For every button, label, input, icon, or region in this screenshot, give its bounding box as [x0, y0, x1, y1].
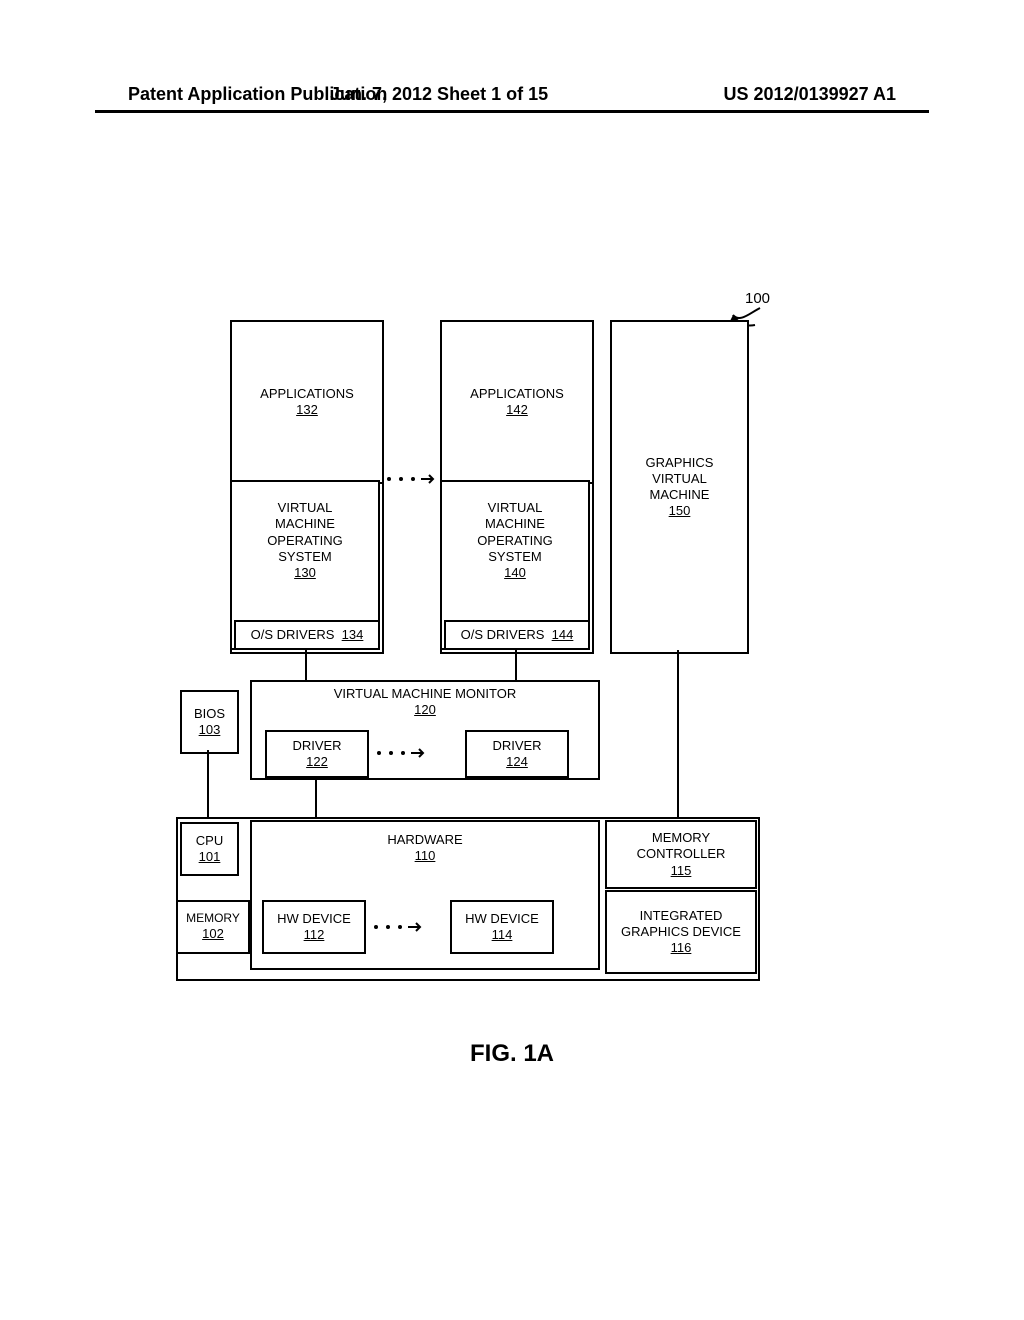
driver-left-label: DRIVER: [292, 738, 341, 754]
figure-caption: FIG. 1A: [0, 1040, 1024, 1068]
diagram: APPLICATIONS 132 VIRTUAL MACHINE OPERATI…: [190, 320, 760, 1000]
driver-left-ref: 122: [306, 754, 328, 770]
gvm-line3: MACHINE: [650, 487, 710, 503]
vm-os-right-ref: 140: [442, 565, 588, 581]
driver-box-left: DRIVER 122: [265, 730, 369, 778]
igd-line2: GRAPHICS DEVICE: [621, 924, 741, 940]
igd-ref: 116: [671, 940, 692, 956]
driver-right-ref: 124: [506, 754, 528, 770]
memory-box: MEMORY 102: [176, 900, 250, 954]
bios-label: BIOS: [194, 706, 225, 722]
graphics-vm-box: GRAPHICS VIRTUAL MACHINE 150: [610, 320, 749, 654]
driver-right-label: DRIVER: [492, 738, 541, 754]
connector-gvm-hw: [677, 650, 679, 820]
hardware-label: HARDWARE: [252, 832, 598, 848]
cpu-label: CPU: [196, 833, 223, 849]
os-drivers-box-right: O/S DRIVERS 144: [444, 620, 590, 650]
hardware-ref: 110: [252, 848, 598, 864]
ellipsis-arrow-icon-drivers: [375, 746, 425, 762]
gvm-ref: 150: [669, 503, 691, 519]
gvm-line2: VIRTUAL: [652, 471, 707, 487]
driver-box-right: DRIVER 124: [465, 730, 569, 778]
memory-ref: 102: [202, 926, 224, 942]
hw-device-box-left: HW DEVICE 112: [262, 900, 366, 954]
memctrl-line2: CONTROLLER: [637, 846, 726, 862]
cpu-ref: 101: [199, 849, 221, 865]
hw-left-label: HW DEVICE: [277, 911, 351, 927]
vm-os-left-ref: 130: [232, 565, 378, 581]
header-middle: Jun. 7, 2012 Sheet 1 of 15: [330, 84, 548, 105]
page: Patent Application Publication Jun. 7, 2…: [0, 0, 1024, 1320]
ellipsis-arrow-icon: [385, 472, 435, 488]
memctrl-ref: 115: [671, 863, 692, 879]
os-drivers-right-label: O/S DRIVERS: [461, 627, 545, 642]
vm-os-left-line2: MACHINE: [232, 516, 378, 532]
hw-left-ref: 112: [304, 927, 325, 943]
bios-ref: 103: [199, 722, 221, 738]
vm-os-left-line3: OPERATING: [232, 533, 378, 549]
vm-os-right-line2: MACHINE: [442, 516, 588, 532]
applications-box-right: APPLICATIONS 142: [440, 320, 594, 484]
memory-label: MEMORY: [186, 911, 240, 926]
vm-os-left-line1: VIRTUAL: [232, 500, 378, 516]
gvm-line1: GRAPHICS: [646, 455, 714, 471]
hw-right-label: HW DEVICE: [465, 911, 539, 927]
memctrl-line1: MEMORY: [652, 830, 710, 846]
vmm-ref: 120: [252, 702, 598, 718]
os-drivers-box-left: O/S DRIVERS 134: [234, 620, 380, 650]
connector-vmright-vmm: [515, 650, 517, 680]
memory-controller-box: MEMORY CONTROLLER 115: [605, 820, 757, 889]
header-rule: [95, 110, 929, 113]
hw-right-ref: 114: [492, 927, 513, 943]
connector-bios-hw: [207, 750, 209, 820]
vm-os-right-line4: SYSTEM: [442, 549, 588, 565]
cpu-box: CPU 101: [180, 822, 239, 876]
hw-device-box-right: HW DEVICE 114: [450, 900, 554, 954]
bios-box: BIOS 103: [180, 690, 239, 754]
applications-left-ref: 132: [296, 402, 318, 418]
ellipsis-arrow-icon-hw: [372, 920, 422, 936]
applications-box-left: APPLICATIONS 132: [230, 320, 384, 484]
os-drivers-right-ref: 144: [552, 627, 574, 642]
applications-right-ref: 142: [506, 402, 528, 418]
connector-vmleft-vmm: [305, 650, 307, 680]
vm-os-left-line4: SYSTEM: [232, 549, 378, 565]
integrated-graphics-box: INTEGRATED GRAPHICS DEVICE 116: [605, 890, 757, 974]
vm-os-right-line1: VIRTUAL: [442, 500, 588, 516]
vmm-label: VIRTUAL MACHINE MONITOR: [252, 686, 598, 702]
header-right: US 2012/0139927 A1: [724, 84, 896, 105]
os-drivers-left-ref: 134: [342, 627, 364, 642]
applications-left-label: APPLICATIONS: [260, 386, 354, 402]
connector-vmm-hw: [315, 780, 317, 820]
os-drivers-left-label: O/S DRIVERS: [251, 627, 335, 642]
igd-line1: INTEGRATED: [640, 908, 723, 924]
vm-os-right-line3: OPERATING: [442, 533, 588, 549]
applications-right-label: APPLICATIONS: [470, 386, 564, 402]
